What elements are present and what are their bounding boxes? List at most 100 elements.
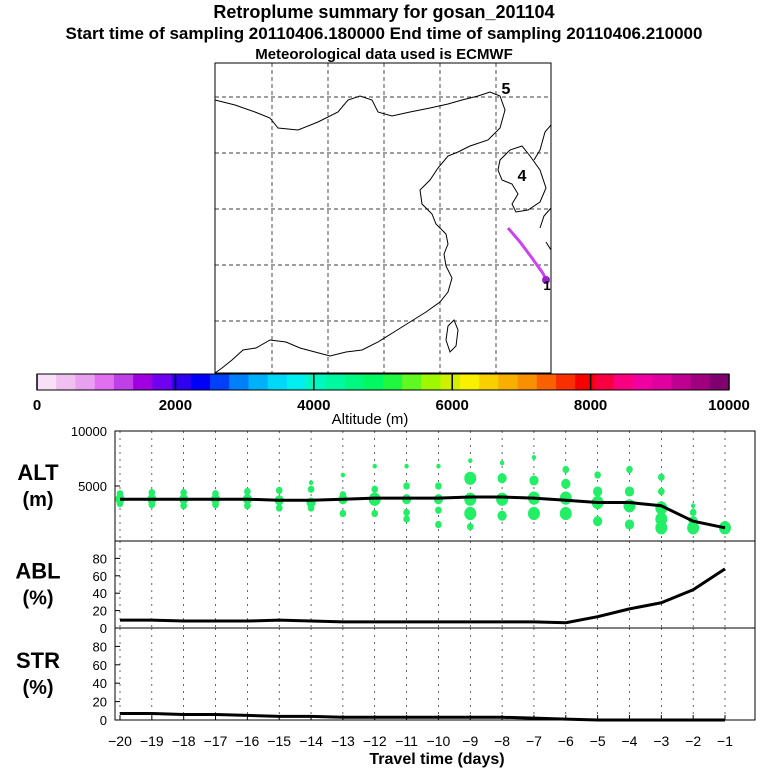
x-tick-label: −10 [427,733,451,749]
map-frame [214,62,552,374]
trajectory-map: 5 4 1 [214,62,552,374]
x-tick-label: −7 [526,733,542,749]
altitude-scatter-point [212,501,219,509]
colorbar-tick-label: 6000 [436,397,469,414]
x-tick-label: −19 [140,733,164,749]
back-trajectory-track [506,227,550,283]
x-tick-label: −15 [267,733,291,749]
panel-ylabel: STR [16,648,60,673]
colorbar-swatch [229,374,249,390]
altitude-scatter-point [658,487,665,496]
colorbar-swatch [37,374,57,390]
colorbar-swatch [479,374,499,390]
x-tick-label: −20 [108,733,132,749]
y-tick-label: 10000 [71,424,107,439]
y-tick-label: 0 [100,621,107,636]
altitude-scatter-point [499,460,505,466]
colorbar-swatch [171,374,192,390]
colorbar-swatch [517,374,538,390]
altitude-scatter-point [403,508,410,517]
altitude-scatter-point [624,519,635,530]
colorbar-swatch [344,374,365,390]
altitude-scatter-point [244,502,251,510]
x-tick-label: −3 [653,733,669,749]
colorbar-tick-label: 8000 [574,397,607,414]
x-tick-label: −13 [331,733,355,749]
colorbar-swatch [575,374,595,390]
altitude-scatter-point [594,471,601,479]
altitude-scatter-point [624,486,635,497]
colorbar-swatch [402,374,422,390]
panel-ylabel: ALT [17,460,59,485]
colorbar-swatch [632,374,653,390]
colorbar-swatch [210,374,230,390]
colorbar-swatch [556,374,576,390]
x-tick-label: −18 [172,733,196,749]
altitude-scatter-point [593,486,603,497]
altitude-scatter-point [468,458,473,464]
altitude-scatter-point [275,504,283,512]
colorbar-tick-label: 2000 [159,397,192,414]
x-tick-label: −16 [235,733,259,749]
altitude-scatter-point [435,482,442,490]
altitude-scatter-point [529,475,539,486]
panel-ylabel-unit: (%) [22,677,53,699]
x-tick-label: −5 [590,733,606,749]
altitude-scatter-point [180,488,187,497]
colorbar-tick-label: 10000 [708,397,750,414]
y-tick-label: 40 [93,676,107,691]
altitude-scatter-point [148,488,156,497]
taiwan-coast [445,319,459,353]
altitude-scatter-point [559,506,572,521]
altitude-scatter-point [562,465,570,474]
colorbar-swatch [613,374,634,390]
colorbar-swatches [37,374,730,390]
colorbar-swatch [75,374,95,390]
altitude-scatter-point [307,504,315,512]
colorbar-swatch [594,374,614,390]
altitude-scatter-point [371,509,379,518]
colorbar-swatch [690,374,711,390]
sampling-time-text: Start time of sampling 20110406.180000 E… [65,24,703,43]
y-tick-label: 60 [93,658,107,673]
colorbar-swatch [536,374,557,390]
receptor-point [542,276,550,284]
altitude-scatter-point [212,490,219,498]
altitude-scatter-point [626,465,633,474]
x-tick-label: −9 [462,733,478,749]
colorbar-tick-label: 0 [33,397,41,414]
median-line-abl [120,567,726,625]
colorbar-swatch [421,374,441,390]
altitude-scatter-point [435,520,442,529]
y-tick-label: 20 [93,604,107,619]
altitude-scatter-point [308,480,314,486]
altitude-scatter-point [531,454,537,460]
colorbar-swatch [652,374,672,390]
korea-coast [497,145,547,213]
altitude-scatter-point [689,508,697,517]
altitude-colorbar: 0 2000 4000 6000 8000 10000 Altitude (m) [33,373,750,428]
colorbar-swatch [152,374,172,390]
y-tick-label: 80 [93,551,107,566]
altitude-scatter-point [464,492,477,506]
panel-frame [114,627,756,721]
colorbar-swatch [383,374,403,390]
altitude-scatter-point [275,486,283,495]
altitude-scatter-point [559,491,572,505]
altitude-scatter-point [148,501,156,509]
panel-abl: 80 60 40 20 0 ABL (%) [15,540,756,636]
altitude-scatter-point [527,506,540,521]
japan-coast [533,124,552,251]
altitude-scatter-point [339,491,347,499]
altitude-scatter-point [371,485,379,493]
altitude-scatter-point [116,490,124,498]
panel-ylabel: ABL [15,559,60,584]
colorbar-swatch [94,374,115,390]
map-gridlines [215,63,551,373]
altitude-scatter-point [655,521,668,535]
panel-str: 80 60 40 20 0 STR (%) [16,627,756,728]
time-series-panels: 10000 5000 ALT (m) 80 60 40 20 0 ABL (%) 80 60 40 20 0 S… [15,424,756,768]
altitude-scatter-point [690,503,696,509]
y-tick-label: 80 [93,639,107,654]
